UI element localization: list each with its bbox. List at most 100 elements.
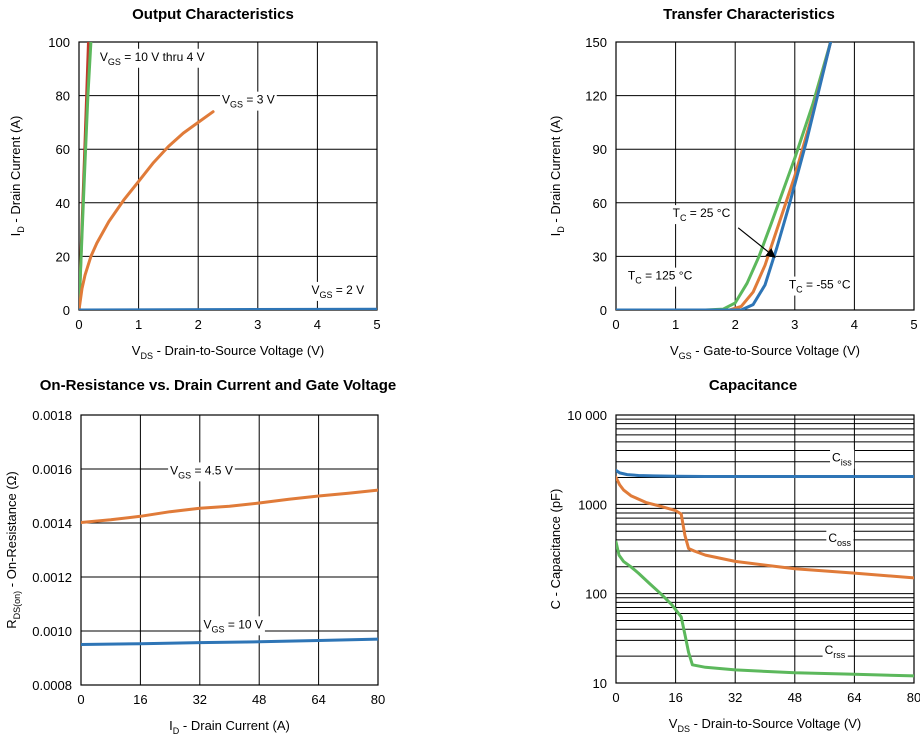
annotation-label-rest: = 10 V thru 4 V — [121, 50, 205, 64]
x-axis-label: VDS - Drain-to-Source Voltage (V) — [669, 716, 861, 734]
annotation-label: VGS = 2 V — [311, 283, 364, 300]
annotation: VGS = 10 V thru 4 V — [97, 48, 207, 68]
x-axis-label-main: I — [169, 718, 173, 733]
x-tick-label: 16 — [133, 692, 147, 707]
y-tick-label: 0.0008 — [32, 678, 72, 693]
chart-title: Output Characteristics — [132, 6, 294, 23]
chart-title: Transfer Characteristics — [663, 6, 835, 23]
series-group — [616, 468, 914, 678]
grid — [78, 41, 378, 311]
plot-frame — [615, 41, 915, 311]
plot-frame — [615, 414, 915, 684]
x-tick-label: 0 — [77, 692, 84, 707]
series-line-vgs-2-v — [79, 307, 377, 310]
annotation-background — [625, 267, 695, 287]
annotation-label: VGS = 3 V — [222, 93, 275, 110]
annotation-label-rest: = 3 V — [243, 93, 275, 107]
annotation-background — [822, 642, 848, 662]
series-line-crss — [616, 540, 914, 678]
annotation: TC = -55 °C — [786, 276, 853, 296]
x-axis-label: VDS - Drain-to-Source Voltage (V) — [132, 343, 324, 361]
y-tick-label: 1000 — [578, 497, 607, 512]
annotation: Crss — [822, 642, 848, 662]
x-axis-label-main: V — [669, 716, 678, 731]
annotation-label-rest: = 4.5 V — [191, 463, 233, 477]
y-axis-label-rest: - Drain Current (A) — [8, 116, 23, 227]
y-tick-label: 90 — [593, 142, 607, 157]
y-tick-label: 100 — [585, 587, 607, 602]
annotation-label-main: V — [222, 93, 230, 107]
annotation-label-main: V — [311, 283, 319, 297]
y-axis-label-main: I — [548, 233, 563, 237]
annotation-background — [786, 276, 853, 296]
x-axis-label-sub: D — [173, 726, 180, 735]
series-group — [616, 42, 833, 310]
series-line-ciss — [616, 468, 914, 478]
annotation-label-sub: GS — [108, 57, 121, 67]
annotation-background — [309, 281, 367, 301]
annotation: TC = 125 °C — [625, 267, 695, 287]
x-axis-label: ID - Drain Current (A) — [169, 718, 290, 735]
x-tick-label: 4 — [314, 317, 321, 332]
annotation-label: Crss — [825, 643, 846, 660]
x-tick-label: 0 — [612, 690, 619, 705]
y-tick-label: 80 — [56, 89, 70, 104]
annotation-label-sub: C — [680, 213, 687, 223]
y-tick-label: 0.0014 — [32, 516, 72, 531]
y-axis-label-sub: D — [16, 226, 26, 233]
y-axis-label-sub: D — [556, 226, 566, 233]
annotation-background — [826, 529, 854, 549]
annotation: Coss — [826, 529, 854, 549]
annotation-label-main: C — [828, 531, 837, 545]
annotation-background — [670, 205, 733, 225]
annotation-label: VGS = 10 V thru 4 V — [100, 50, 205, 67]
y-axis-label-main: C - Capacitance (pF) — [548, 489, 563, 610]
annotation-label-rest: = 2 V — [332, 283, 364, 297]
annotation-background — [830, 449, 855, 469]
on-resistance-chart: On-Resistance vs. Drain Current and Gate… — [4, 377, 396, 735]
y-tick-label: 60 — [593, 196, 607, 211]
annotation-background — [220, 91, 277, 111]
y-axis-label: C - Capacitance (pF) — [548, 489, 563, 610]
annotation-label-rest: = 10 V — [225, 617, 263, 631]
annotation: TC = 25 °C — [670, 205, 733, 225]
x-tick-label: 16 — [668, 690, 682, 705]
x-tick-label: 2 — [195, 317, 202, 332]
x-tick-label: 0 — [75, 317, 82, 332]
annotation-label-sub: rss — [833, 650, 845, 660]
x-axis-label-rest: - Gate-to-Source Voltage (V) — [692, 343, 860, 358]
series-line-tc-55-c — [616, 42, 833, 310]
y-axis-label-main: R — [4, 619, 19, 628]
x-tick-label: 32 — [193, 692, 207, 707]
annotation-label-rest: = 25 °C — [686, 206, 730, 220]
y-tick-label: 120 — [585, 89, 607, 104]
annotation-label: TC = 125 °C — [628, 269, 693, 286]
y-tick-label: 100 — [48, 35, 70, 50]
x-tick-label: 80 — [907, 690, 920, 705]
x-tick-label: 2 — [732, 317, 739, 332]
capacitance-chart: Capacitance 0 16 32 48 64 80 10 100 1000 10 000 VD… — [548, 377, 920, 734]
y-tick-label: 20 — [56, 249, 70, 264]
annotation-label-main: V — [204, 617, 212, 631]
annotation-label: TC = -55 °C — [789, 278, 851, 295]
transfer-characteristics-chart: Transfer Characteristics 0 1 2 3 4 5 0 30 60 90 12… — [548, 6, 918, 361]
annotation: VGS = 10 V — [201, 616, 265, 636]
x-axis-label-sub: DS — [677, 724, 690, 734]
x-tick-label: 1 — [672, 317, 679, 332]
annotation-label-main: T — [673, 206, 681, 220]
annotation-background — [168, 462, 235, 482]
x-tick-label: 3 — [254, 317, 261, 332]
x-tick-label: 3 — [791, 317, 798, 332]
annotation-label-main: V — [100, 50, 108, 64]
x-axis-label-rest: - Drain Current (A) — [179, 718, 290, 733]
x-tick-label: 5 — [373, 317, 380, 332]
y-tick-label: 30 — [593, 249, 607, 264]
series-line-vgs-4-5-v — [81, 488, 378, 524]
plot-frame — [78, 41, 378, 311]
y-axis-label-rest: - On-Resistance (Ω) — [4, 471, 19, 591]
grid — [615, 415, 915, 684]
y-tick-label: 0.0018 — [32, 408, 72, 423]
annotation: VGS = 3 V — [220, 91, 277, 111]
x-tick-label: 32 — [728, 690, 742, 705]
